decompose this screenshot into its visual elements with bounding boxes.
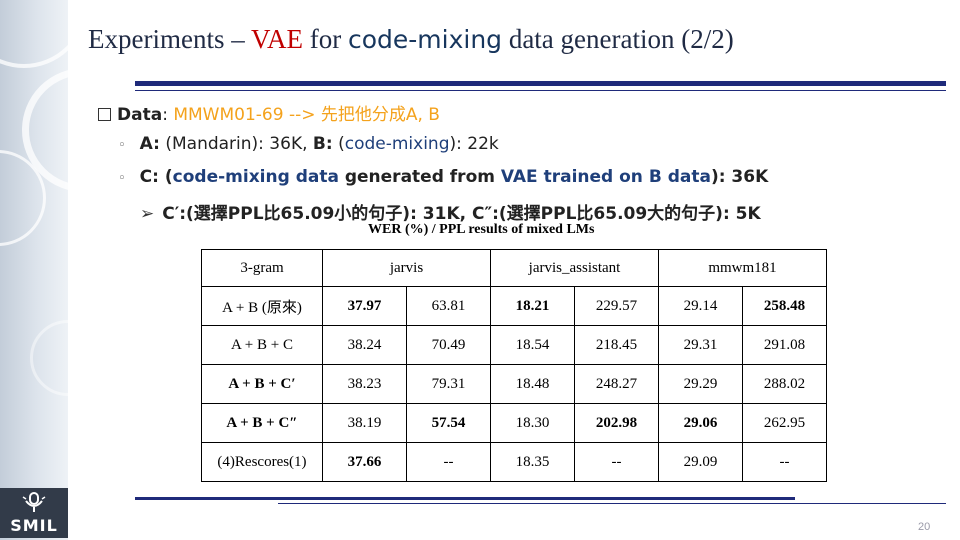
data-label: Data [117, 105, 163, 125]
table-cell: 288.02 [742, 364, 827, 404]
b-text: ( [332, 134, 345, 154]
decorative-ring [30, 320, 68, 396]
bottom-rule-thin [278, 503, 946, 504]
title-part: data generation (2/2) [502, 24, 734, 54]
table-cell: -- [574, 442, 659, 482]
table-cell: 38.24 [322, 325, 407, 365]
title-part: for [303, 24, 348, 54]
c-prime-text: :(選擇PPL比65.09小的句子): 31K, [179, 204, 473, 224]
a-label: A: [139, 134, 160, 154]
table-cell: 202.98 [574, 403, 659, 443]
table-cell: 18.54 [490, 325, 575, 365]
c-text: trained on B data [537, 167, 711, 187]
table-cell: 29.09 [658, 442, 743, 482]
logo-text: SMIL [10, 516, 58, 535]
side-decoration [0, 0, 68, 540]
table-cell: 37.97 [322, 286, 407, 326]
table-cell: 38.23 [322, 364, 407, 404]
bullet-c: ◦ C: (code-mixing data generated from VAE… [118, 167, 768, 187]
microphone-icon [22, 492, 46, 512]
table-row: A + B + C′ 38.23 79.31 18.48 248.27 29.29 288.… [201, 364, 827, 404]
title-rule-thin [135, 90, 946, 91]
header-cell: 3-gram [201, 249, 323, 287]
table-row: (4)Rescores(1) 37.66 -- 18.35 -- 29.09 -- [201, 442, 827, 482]
table-cell: 37.66 [322, 442, 407, 482]
table-row: A + B + C 38.24 70.49 18.54 218.45 29.31 291.0… [201, 325, 827, 365]
smil-logo: SMIL [0, 488, 68, 538]
row-label: A + B (原來) [201, 286, 323, 326]
title-rule-thick [135, 81, 946, 86]
b-text: ): 22k [449, 134, 499, 154]
row-label: A + B + C [201, 325, 323, 365]
table-cell: 57.54 [406, 403, 491, 443]
c-double-prime-text: :(選擇PPL比65.09大的句子): 5K [492, 204, 761, 224]
header-cell: jarvis_assistant [490, 249, 659, 287]
table-caption: WER (%) / PPL results of mixed LMs [368, 222, 595, 237]
table-cell: 258.48 [742, 286, 827, 326]
table-cell: 248.27 [574, 364, 659, 404]
arrow-bullet-icon: ➢ [140, 204, 155, 224]
c-text: generated from [338, 167, 501, 187]
results-table: 3-gram jarvis jarvis_assistant mmwm181 A… [201, 249, 827, 482]
table-cell: 38.19 [322, 403, 407, 443]
c-vae: VAE [500, 167, 538, 187]
decorative-ring [0, 0, 68, 68]
table-cell: 18.30 [490, 403, 575, 443]
title-vae: VAE [250, 24, 303, 54]
table-row: A + B (原來) 37.97 63.81 18.21 229.57 29.14 258.… [201, 286, 827, 326]
c-text: ): 36K [710, 167, 769, 187]
data-description: MMWM01-69 --> 先把他分成A, B [173, 105, 440, 125]
page-number: 20 [918, 521, 931, 533]
circle-bullet-icon: ◦ [118, 138, 126, 153]
c-double-prime-label: C″ [472, 204, 493, 224]
table-cell: 218.45 [574, 325, 659, 365]
c-text: ( [158, 167, 173, 187]
table-cell: -- [406, 442, 491, 482]
title-codemix: code-mixing [347, 25, 503, 54]
header-cell: mmwm181 [658, 249, 827, 287]
a-text: (Mandarin): 36K, [159, 134, 313, 154]
slide-title: Experiments – VAE for code-mixing data g… [88, 24, 734, 55]
bottom-rule-thick [135, 497, 795, 500]
table-cell: 70.49 [406, 325, 491, 365]
table-cell: 291.08 [742, 325, 827, 365]
bullet-c-subsets: ➢ C′:(選擇PPL比65.09小的句子): 31K, C″:(選擇PPL比65… [140, 199, 761, 224]
table-cell: 29.31 [658, 325, 743, 365]
table-cell: 18.35 [490, 442, 575, 482]
table-cell: 18.21 [490, 286, 575, 326]
b-codemix: code-mixing [344, 134, 450, 154]
table-cell: 29.14 [658, 286, 743, 326]
b-label: B: [312, 134, 333, 154]
table-cell: 229.57 [574, 286, 659, 326]
table-cell: 63.81 [406, 286, 491, 326]
table-cell: 18.48 [490, 364, 575, 404]
row-label: A + B + C′ [201, 364, 323, 404]
c-codemix: code-mixing data [172, 167, 339, 187]
table-row: A + B + C″ 38.19 57.54 18.30 202.98 29.06 262.… [201, 403, 827, 443]
bullet-a-b: ◦ A: (Mandarin): 36K, B: (code-mixing): 2… [118, 134, 499, 154]
data-colon: : [162, 105, 174, 125]
bullet-data: Data: MMWM01-69 --> 先把他分成A, B [98, 100, 440, 125]
header-cell: jarvis [322, 249, 491, 287]
row-label: A + B + C″ [201, 403, 323, 443]
c-label: C: [139, 167, 159, 187]
table-header-row: 3-gram jarvis jarvis_assistant mmwm181 [201, 249, 827, 287]
square-bullet-icon [98, 108, 111, 121]
table-cell: 262.95 [742, 403, 827, 443]
c-prime-label: C′ [162, 204, 180, 224]
table-cell: 29.06 [658, 403, 743, 443]
row-label: (4)Rescores(1) [201, 442, 323, 482]
table-cell: -- [742, 442, 827, 482]
table-cell: 29.29 [658, 364, 743, 404]
table-cell: 79.31 [406, 364, 491, 404]
circle-bullet-icon: ◦ [118, 171, 126, 186]
title-part: Experiments – [88, 24, 251, 54]
